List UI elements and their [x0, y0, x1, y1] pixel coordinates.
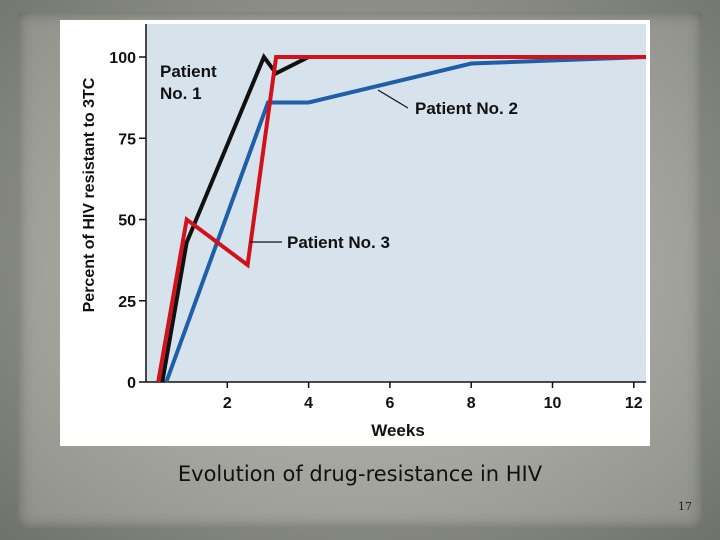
- x-tick-label: 8: [467, 395, 476, 412]
- series-label-patient-2: Patient No. 2: [415, 99, 518, 118]
- y-tick-label: 0: [127, 375, 136, 392]
- x-tick-label: 2: [223, 395, 232, 412]
- y-tick-label: 100: [109, 50, 136, 67]
- page-number: 17: [678, 500, 692, 513]
- slide-caption: Evolution of drug-resistance in HIV: [177, 462, 543, 486]
- chart-panel: 0 25 50 75 100 2 4 6 8 10 12 Weeks Percent of HIV re…: [60, 20, 650, 446]
- x-axis-title: Weeks: [371, 421, 425, 440]
- y-tick-label: 50: [118, 213, 136, 230]
- series-label-patient-1-line-2: No. 1: [160, 84, 202, 103]
- series-label-patient-1-line-1: Patient: [160, 62, 217, 81]
- chart-svg: 0 25 50 75 100 2 4 6 8 10 12 Weeks Percent of HIV re…: [81, 24, 647, 440]
- leader-patient-2: [377, 89, 409, 109]
- y-tick-label: 25: [118, 294, 136, 311]
- series-line-patient-3: [156, 55, 646, 383]
- y-axis-title: Percent of HIV resistant to 3TC: [81, 77, 98, 312]
- series-label-patient-3: Patient No. 3: [287, 233, 390, 252]
- x-tick-label: 4: [304, 395, 313, 412]
- y-tick-label: 75: [118, 131, 136, 148]
- x-tick-label: 10: [544, 395, 562, 412]
- x-tick-label: 12: [625, 395, 643, 412]
- x-tick-label: 6: [385, 395, 394, 412]
- plot-area: [146, 24, 646, 382]
- series-line-patient-2: [164, 55, 647, 383]
